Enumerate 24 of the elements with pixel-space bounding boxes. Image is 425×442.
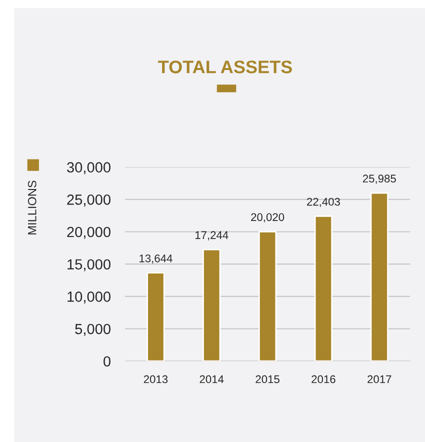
- y-axis-title: MILLIONS: [28, 180, 36, 234]
- y-tick-label: 25,000: [67, 194, 110, 207]
- x-tick-label: 2014: [200, 375, 224, 384]
- x-tick-label: 2015: [256, 375, 280, 384]
- data-label: 13,644: [140, 254, 172, 264]
- bar: [258, 230, 277, 362]
- y-tick-label: 30,000: [67, 162, 110, 174]
- bar: [202, 248, 221, 362]
- data-label: 17,244: [195, 231, 228, 240]
- y-tick-label: 5,000: [75, 324, 110, 336]
- x-tick-label: 2017: [368, 375, 392, 384]
- x-tick-label: 2016: [312, 375, 336, 384]
- chart-title: TOTAL ASSETS: [158, 60, 292, 74]
- data-label: 22,403: [307, 198, 340, 207]
- bar: [314, 216, 333, 362]
- bar: [146, 272, 165, 362]
- data-label: 20,020: [251, 213, 284, 222]
- y-tick-label: 20,000: [67, 226, 110, 239]
- y-tick-label: 10,000: [68, 292, 110, 304]
- bar: [370, 192, 388, 362]
- x-tick-label: 2013: [144, 375, 168, 384]
- data-label: 25,985: [362, 174, 396, 184]
- y-tick-label: 15,000: [68, 259, 110, 272]
- y-tick-label: 0: [104, 356, 110, 367]
